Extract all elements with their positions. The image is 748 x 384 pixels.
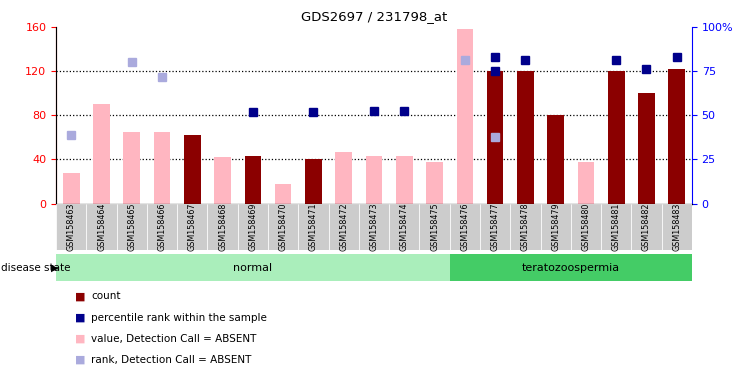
- Bar: [56, 254, 450, 281]
- Text: teratozoospermia: teratozoospermia: [522, 263, 620, 273]
- Bar: [450, 254, 692, 281]
- Bar: [366, 156, 382, 204]
- Text: GSM158475: GSM158475: [430, 202, 439, 251]
- Text: ■: ■: [75, 334, 85, 344]
- Text: GSM158481: GSM158481: [612, 202, 621, 251]
- Bar: [359, 204, 389, 250]
- Text: ■: ■: [75, 313, 85, 323]
- Text: ▶: ▶: [51, 263, 58, 273]
- Bar: [638, 93, 654, 204]
- Bar: [548, 115, 564, 204]
- Text: ■: ■: [75, 291, 85, 301]
- Bar: [207, 204, 238, 250]
- Bar: [123, 132, 140, 204]
- Text: GSM158469: GSM158469: [248, 202, 257, 251]
- Text: rank, Detection Call = ABSENT: rank, Detection Call = ABSENT: [91, 355, 251, 365]
- Bar: [517, 71, 534, 204]
- Text: count: count: [91, 291, 120, 301]
- Bar: [94, 104, 110, 204]
- Bar: [275, 184, 292, 204]
- Bar: [268, 204, 298, 250]
- Text: GSM158474: GSM158474: [399, 202, 408, 251]
- Bar: [577, 162, 594, 204]
- Bar: [608, 71, 625, 204]
- Bar: [328, 204, 359, 250]
- Bar: [426, 162, 443, 204]
- Bar: [662, 204, 692, 250]
- Text: percentile rank within the sample: percentile rank within the sample: [91, 313, 267, 323]
- Bar: [117, 204, 147, 250]
- Text: GSM158467: GSM158467: [188, 202, 197, 251]
- Bar: [389, 204, 420, 250]
- Text: normal: normal: [233, 263, 272, 273]
- Bar: [184, 135, 200, 204]
- Text: disease state: disease state: [1, 263, 71, 273]
- Bar: [601, 204, 631, 250]
- Text: GSM158470: GSM158470: [279, 202, 288, 251]
- Text: GSM158466: GSM158466: [158, 202, 167, 251]
- Bar: [63, 173, 79, 204]
- Text: GSM158476: GSM158476: [460, 202, 469, 251]
- Bar: [396, 156, 413, 204]
- Text: GSM158463: GSM158463: [67, 202, 76, 251]
- Text: GSM158472: GSM158472: [340, 202, 349, 251]
- Text: GSM158480: GSM158480: [581, 202, 590, 251]
- Bar: [238, 204, 268, 250]
- Bar: [177, 204, 207, 250]
- Text: GSM158483: GSM158483: [672, 202, 681, 251]
- Bar: [305, 159, 322, 204]
- Bar: [298, 204, 328, 250]
- Text: GSM158477: GSM158477: [491, 202, 500, 251]
- Bar: [86, 204, 117, 250]
- Bar: [631, 204, 662, 250]
- Bar: [147, 204, 177, 250]
- Bar: [510, 204, 541, 250]
- Bar: [214, 157, 231, 204]
- Bar: [420, 204, 450, 250]
- Bar: [669, 69, 685, 204]
- Text: GSM158478: GSM158478: [521, 202, 530, 251]
- Text: GSM158468: GSM158468: [218, 202, 227, 251]
- Bar: [541, 204, 571, 250]
- Bar: [450, 204, 480, 250]
- Bar: [335, 152, 352, 204]
- Bar: [456, 29, 473, 204]
- Bar: [571, 204, 601, 250]
- Bar: [154, 132, 171, 204]
- Bar: [245, 156, 261, 204]
- Text: value, Detection Call = ABSENT: value, Detection Call = ABSENT: [91, 334, 257, 344]
- Text: GSM158473: GSM158473: [370, 202, 378, 251]
- Bar: [480, 204, 510, 250]
- Text: GDS2697 / 231798_at: GDS2697 / 231798_at: [301, 10, 447, 23]
- Bar: [56, 204, 86, 250]
- Text: GSM158482: GSM158482: [642, 202, 651, 251]
- Text: GSM158471: GSM158471: [309, 202, 318, 251]
- Text: GSM158479: GSM158479: [551, 202, 560, 251]
- Text: GSM158465: GSM158465: [127, 202, 136, 251]
- Text: GSM158464: GSM158464: [97, 202, 106, 251]
- Text: ■: ■: [75, 355, 85, 365]
- Bar: [487, 71, 503, 204]
